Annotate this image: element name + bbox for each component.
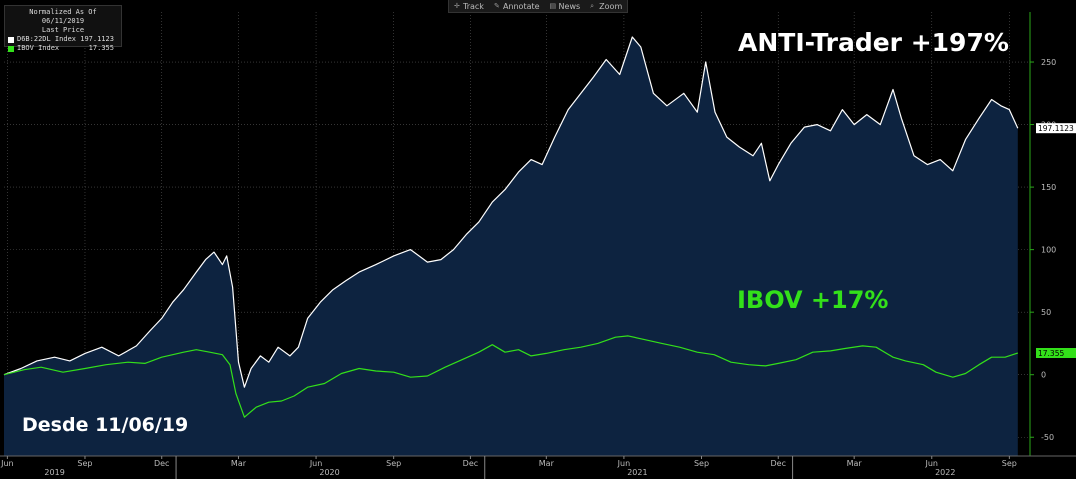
y-tick-label: 50 [1041, 308, 1051, 317]
chart-axes: -50050100150200250JunSepDecMarJunSepDecM… [0, 12, 1076, 479]
legend-entry-ibov: IBOV Index 17.355 [8, 44, 118, 53]
x-tick-label: Mar [539, 459, 555, 468]
x-year-label: 2019 [44, 468, 64, 477]
chart-legend: Normalized As Of 06/11/2019 Last Price D… [4, 5, 122, 52]
x-tick-label: Sep [386, 459, 401, 468]
x-tick-label: Jun [309, 459, 323, 468]
annotate-label: Annotate [502, 1, 540, 11]
x-year-label: 2022 [935, 468, 955, 477]
news-label: News [558, 1, 581, 11]
x-year-label: 2021 [627, 468, 647, 477]
legend-label-ibov: IBOV Index [17, 44, 60, 52]
x-tick-label: Jun [925, 459, 939, 468]
legend-swatch-anti [8, 36, 14, 43]
series-line-1 [3, 335, 1018, 418]
last-value-label-1: 17.355 [1038, 349, 1064, 358]
y-tick-label: 150 [1041, 183, 1056, 192]
x-tick-label: Dec [154, 459, 169, 468]
x-tick-label: Sep [1002, 459, 1017, 468]
legend-swatch-ibov [8, 45, 14, 52]
series-line-0 [3, 36, 1019, 388]
y-tick-label: -50 [1041, 433, 1054, 442]
x-tick-label: Sep [694, 459, 709, 468]
news-icon: ▤ [549, 2, 557, 10]
track-button[interactable]: ✛ Track [449, 0, 489, 12]
y-tick-label: 250 [1041, 58, 1056, 67]
y-tick-label: 100 [1041, 246, 1056, 255]
anti-trader-annotation: ANTI-Trader +197% [738, 28, 1009, 57]
x-tick-label: Sep [77, 459, 92, 468]
since-date-annotation: Desde 11/06/19 [22, 414, 189, 436]
legend-entry-anti: D6B:22DL Index 197.1123 [8, 35, 118, 44]
news-button[interactable]: ▤ News [545, 0, 586, 12]
x-tick-label: Dec [771, 459, 786, 468]
series-area-0 [4, 37, 1018, 456]
ibov-annotation: IBOV +17% [737, 286, 889, 314]
legend-normalized-text: Normalized As Of 06/11/2019 [29, 8, 97, 25]
chart-area-layer [4, 37, 1018, 456]
last-value-label-0: 197.1123 [1038, 124, 1074, 133]
x-tick-label: Dec [463, 459, 478, 468]
x-tick-label: Mar [231, 459, 247, 468]
track-label: Track [463, 1, 484, 11]
legend-value-anti: 197.1123 [80, 35, 114, 43]
chart-toolbar: ✛ Track ✎ Annotate ▤ News ⌕ Zoom [448, 0, 629, 13]
x-tick-label: Jun [0, 459, 14, 468]
track-icon: ✛ [454, 2, 460, 10]
legend-value-ibov: 17.355 [88, 44, 114, 52]
annotate-icon: ✎ [493, 2, 500, 10]
legend-last-price-text: Last Price [41, 26, 85, 34]
last-value-tag-1 [1036, 347, 1076, 358]
last-value-tag-0 [1036, 123, 1076, 134]
x-year-label: 2020 [319, 468, 339, 477]
annotate-button[interactable]: ✎ Annotate [489, 0, 545, 12]
chart-line-layer [3, 36, 1019, 418]
y-tick-label: 0 [1041, 371, 1046, 380]
zoom-button[interactable]: ⌕ Zoom [585, 0, 627, 12]
x-tick-label: Jun [617, 459, 631, 468]
legend-label-anti: D6B:22DL Index [17, 35, 77, 43]
x-tick-label: Mar [847, 459, 863, 468]
zoom-label: Zoom [599, 1, 623, 11]
zoom-icon: ⌕ [590, 1, 595, 10]
